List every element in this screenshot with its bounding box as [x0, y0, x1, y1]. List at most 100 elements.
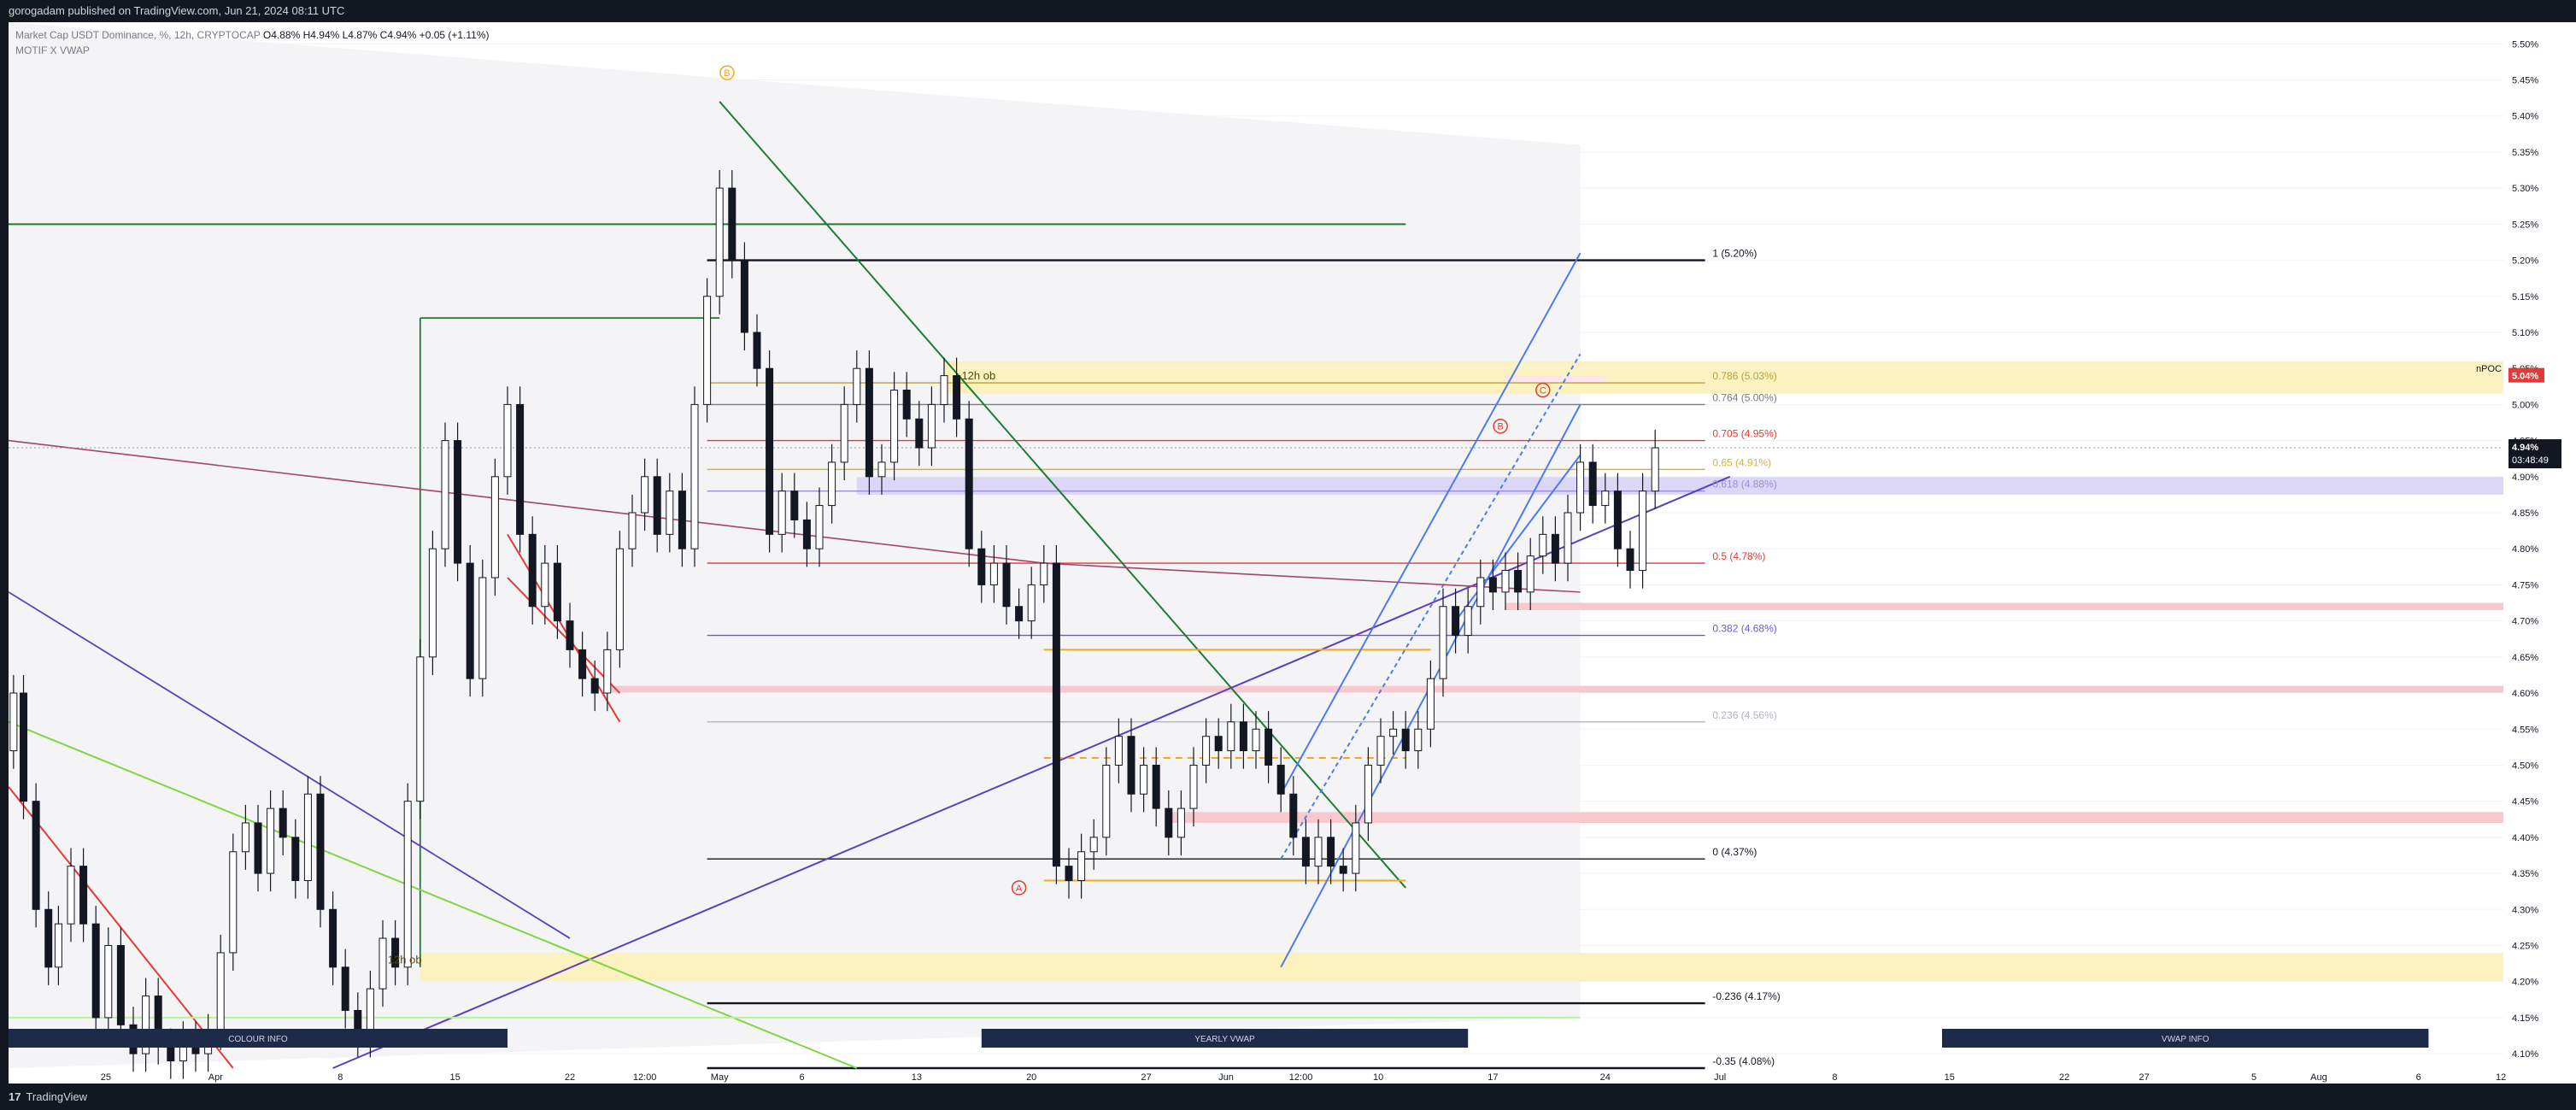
candle-body [1077, 851, 1086, 882]
price-tick: 4.65% [2512, 653, 2538, 663]
candle-body [91, 923, 100, 1019]
candle-body [1551, 533, 1559, 564]
price-tick: 5.15% [2512, 292, 2538, 302]
time-tick: 15 [450, 1072, 461, 1083]
candle-body [1514, 570, 1523, 593]
candle-body [1189, 764, 1198, 809]
candle-body [466, 562, 474, 679]
candle-body [989, 562, 998, 585]
yearly-vwap-box-label: YEARLY VWAP [1194, 1035, 1255, 1044]
vwap-band-shade [9, 22, 1581, 1068]
candle-body [1239, 721, 1247, 752]
candle-body [1289, 793, 1298, 838]
candle-body [528, 533, 537, 608]
wave-label: B [724, 68, 730, 79]
candle-body [1588, 461, 1597, 507]
price-tick: 4.85% [2512, 508, 2538, 519]
fib-level-label: 0.382 (4.68%) [1712, 623, 1776, 635]
candle-body [915, 418, 924, 449]
price-tick: 5.45% [2512, 76, 2538, 86]
candle-body [766, 367, 774, 535]
wave-label: C [1540, 386, 1546, 396]
candle-body [1539, 533, 1547, 557]
time-tick: Jul [1714, 1072, 1726, 1083]
zone-pink-2 [607, 685, 2503, 694]
candle-body [1015, 606, 1024, 622]
candle-body [840, 403, 848, 463]
candle-body [802, 519, 811, 549]
candle-body [142, 995, 150, 1054]
candle-body [267, 808, 275, 874]
ob-top-label: 12h ob [961, 369, 995, 382]
candle-body [54, 923, 62, 968]
candle-body [79, 866, 88, 925]
price-tick: 5.50% [2512, 39, 2538, 50]
candle-body [1327, 837, 1335, 867]
time-tick: 13 [912, 1072, 922, 1083]
fib-level-label: 0 (4.37%) [1712, 846, 1757, 858]
candle-body [1464, 606, 1472, 637]
time-tick: 24 [1600, 1072, 1611, 1083]
chart-area[interactable]: 1 (5.20%) 0.786 (5.03%) 0.764 (5.00%) 0.705… [8, 22, 2576, 1084]
price-tick: 4.20% [2512, 978, 2538, 988]
wave-label: B [1497, 422, 1503, 432]
candle-body [1564, 512, 1572, 564]
candle-body [541, 562, 549, 608]
price-tag-countdown: 03:48:49 [2512, 455, 2549, 466]
time-tick: 25 [101, 1072, 111, 1083]
candle-body [1214, 736, 1223, 752]
price-tag-current-value: 4.94% [2512, 443, 2538, 453]
fib-level-label: 0.236 (4.56%) [1712, 709, 1776, 721]
zone-lavender [856, 476, 2503, 495]
wave-marker [1011, 880, 1027, 896]
blue-channel-upper [1280, 252, 1581, 795]
price-tick: 4.40% [2512, 833, 2538, 843]
candle-body [1102, 764, 1111, 838]
candle-body [167, 1046, 175, 1062]
candle-body [67, 866, 75, 925]
time-tick: 22 [2059, 1072, 2069, 1083]
time-tick: 12 [2496, 1072, 2506, 1083]
candle-body [828, 461, 836, 507]
candle-body [503, 403, 512, 478]
candle-body [1488, 577, 1497, 593]
price-tick: 5.20% [2512, 256, 2538, 267]
candle-body [1052, 562, 1060, 867]
price-tick: 4.90% [2512, 473, 2538, 483]
price-tick: 4.75% [2512, 580, 2538, 590]
candle-body [441, 440, 449, 549]
candle-body [1002, 562, 1011, 608]
price-tick: 5.25% [2512, 220, 2538, 230]
price-tick: 4.60% [2512, 689, 2538, 699]
time-tick: 22 [565, 1072, 575, 1083]
candle-body [890, 390, 899, 463]
blue-wedge-line [1454, 454, 1581, 622]
time-tick: Aug [2310, 1072, 2327, 1083]
symbol-title: Market Cap USDT Dominance, %, 12h, CRYPT… [15, 29, 261, 41]
price-tick: 4.25% [2512, 941, 2538, 951]
candle-body [603, 649, 612, 694]
candle-body [1389, 728, 1398, 737]
candle-body [1601, 490, 1610, 507]
ob-bottom-label: 12h ob [388, 954, 422, 966]
candle-body [1439, 606, 1447, 679]
zone-pink-3 [1168, 812, 2503, 823]
candle-body [902, 390, 911, 420]
candle-body [666, 490, 674, 535]
candle-body [1227, 721, 1235, 752]
candle-body [953, 375, 961, 420]
time-tick: 27 [2139, 1072, 2149, 1083]
chart-svg[interactable]: 1 (5.20%) 0.786 (5.03%) 0.764 (5.00%) 0.705… [8, 22, 2576, 1084]
tradingview-logo-icon[interactable]: 17 [9, 1090, 21, 1103]
candle-body [1376, 736, 1385, 766]
candle-body [815, 505, 824, 549]
time-tick: 6 [2416, 1072, 2421, 1083]
candle-body [1065, 866, 1073, 882]
candle-body [9, 692, 18, 752]
wave-marker [1535, 382, 1551, 398]
purple-downtrend-line [8, 591, 571, 939]
candle-body [753, 332, 761, 369]
candle-body [1265, 728, 1273, 766]
fib-level-label: -0.35 (4.08%) [1712, 1055, 1775, 1067]
candle-body [1526, 555, 1534, 593]
